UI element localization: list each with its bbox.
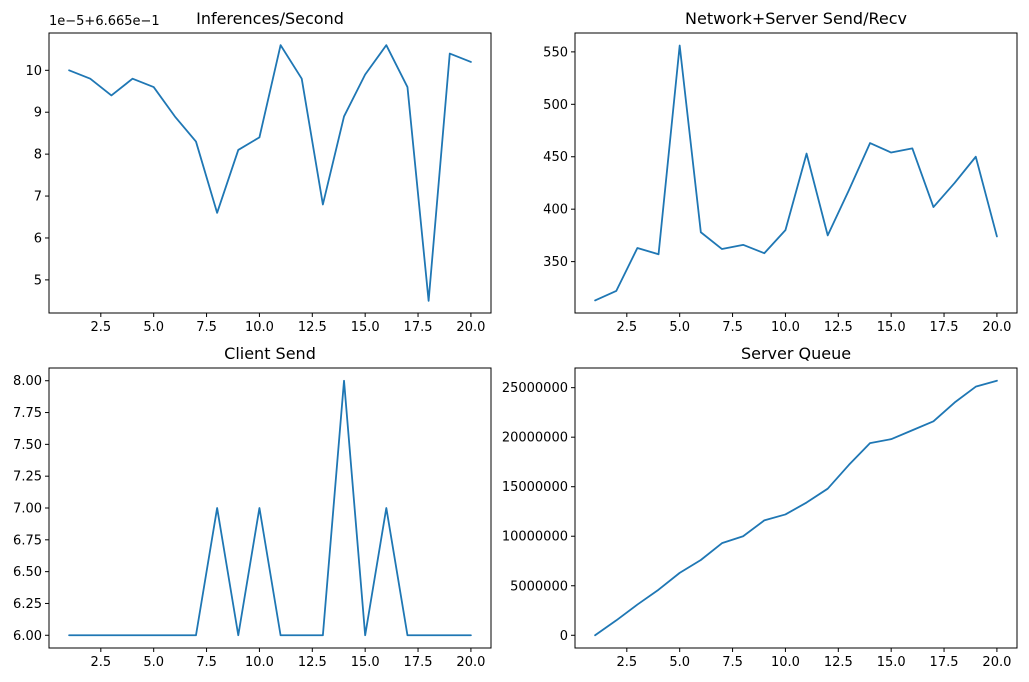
x-tick-label: 12.5	[298, 320, 327, 335]
y-tick-label: 25000000	[502, 381, 568, 396]
x-tick-label: 7.5	[196, 320, 217, 335]
y-tick-label: 7.50	[13, 438, 42, 453]
x-tick-label: 15.0	[351, 655, 380, 670]
y-tick-label: 15000000	[502, 480, 568, 495]
x-tick-label: 2.5	[616, 655, 637, 670]
x-tick-label: 5.0	[143, 320, 164, 335]
y-tick-label: 10000000	[502, 530, 568, 545]
y-tick-label: 7.25	[13, 470, 42, 485]
x-tick-label: 15.0	[877, 320, 906, 335]
y-tick-label: 6.50	[13, 565, 42, 580]
y-tick-label: 350	[543, 255, 568, 270]
y-tick-label: 5	[34, 273, 42, 288]
x-tick-label: 15.0	[877, 655, 906, 670]
series-line	[68, 379, 472, 637]
y-tick-label: 500	[543, 98, 568, 113]
series-line	[594, 44, 998, 302]
y-tick-label: 0	[560, 629, 568, 644]
x-tick-label: 20.0	[982, 320, 1011, 335]
y-tick-label: 6.75	[13, 533, 42, 548]
x-tick-label: 10.0	[771, 320, 800, 335]
axes-frame	[48, 367, 492, 649]
y-tick-label: 400	[543, 203, 568, 218]
y-tick-label: 450	[543, 150, 568, 165]
y-tick-label: 5000000	[510, 579, 568, 594]
x-tick-label: 15.0	[351, 320, 380, 335]
chart-title: Network+Server Send/Recv	[685, 9, 907, 28]
axes-frame	[574, 367, 1018, 649]
x-tick-label: 10.0	[771, 655, 800, 670]
chart-title: Server Queue	[741, 344, 851, 363]
x-tick-label: 7.5	[722, 655, 743, 670]
y-tick-label: 10	[25, 64, 42, 79]
x-tick-label: 10.0	[245, 320, 274, 335]
y-tick-label: 6	[34, 231, 42, 246]
y-tick-label: 8	[34, 148, 42, 163]
x-tick-label: 20.0	[982, 655, 1011, 670]
x-tick-label: 17.5	[404, 320, 433, 335]
x-tick-label: 12.5	[824, 655, 853, 670]
chart-title: Inferences/Second	[196, 9, 344, 28]
x-tick-label: 5.0	[669, 320, 690, 335]
y-tick-label: 7.00	[13, 502, 42, 517]
x-tick-label: 17.5	[930, 320, 959, 335]
y-offset-label: 1e−5+6.665e−1	[49, 14, 160, 29]
x-tick-label: 12.5	[298, 655, 327, 670]
subplot-inferences-per-second: Inferences/Second 1e−5+6.665e−1 2.5 5.0 7.…	[25, 9, 492, 335]
axes-frame	[574, 32, 1018, 314]
y-tick-label: 550	[543, 45, 568, 60]
y-tick-label: 6.00	[13, 629, 42, 644]
y-tick-label: 9	[34, 106, 42, 121]
x-tick-label: 2.5	[90, 320, 111, 335]
x-tick-label: 17.5	[930, 655, 959, 670]
x-tick-label: 2.5	[616, 320, 637, 335]
x-tick-label: 5.0	[143, 655, 164, 670]
y-tick-label: 7	[34, 190, 42, 205]
x-tick-label: 2.5	[90, 655, 111, 670]
y-tick-label: 20000000	[502, 431, 568, 446]
x-tick-label: 7.5	[196, 655, 217, 670]
chart-title: Client Send	[224, 344, 316, 363]
y-tick-label: 8.00	[13, 374, 42, 389]
x-tick-label: 5.0	[669, 655, 690, 670]
series-line	[68, 44, 472, 302]
x-tick-label: 17.5	[404, 655, 433, 670]
y-tick-label: 7.75	[13, 406, 42, 421]
series-line	[594, 379, 998, 637]
x-tick-label: 12.5	[824, 320, 853, 335]
x-tick-label: 10.0	[245, 655, 274, 670]
subplot-server-queue: Server Queue 2.5 5.0 7.5 10.0 12.5 15.0 17.5 20…	[502, 344, 1018, 670]
y-tick-label: 6.25	[13, 597, 42, 612]
axes-frame	[48, 32, 492, 314]
subplot-network-server-send-recv: Network+Server Send/Recv 2.5 5.0 7.5 10.0 12…	[543, 9, 1018, 335]
x-tick-label: 20.0	[456, 655, 485, 670]
subplot-client-send: Client Send 2.5 5.0 7.5 10.0 12.5 15.0 17.5 20.…	[13, 344, 492, 670]
x-tick-label: 7.5	[722, 320, 743, 335]
x-tick-label: 20.0	[456, 320, 485, 335]
